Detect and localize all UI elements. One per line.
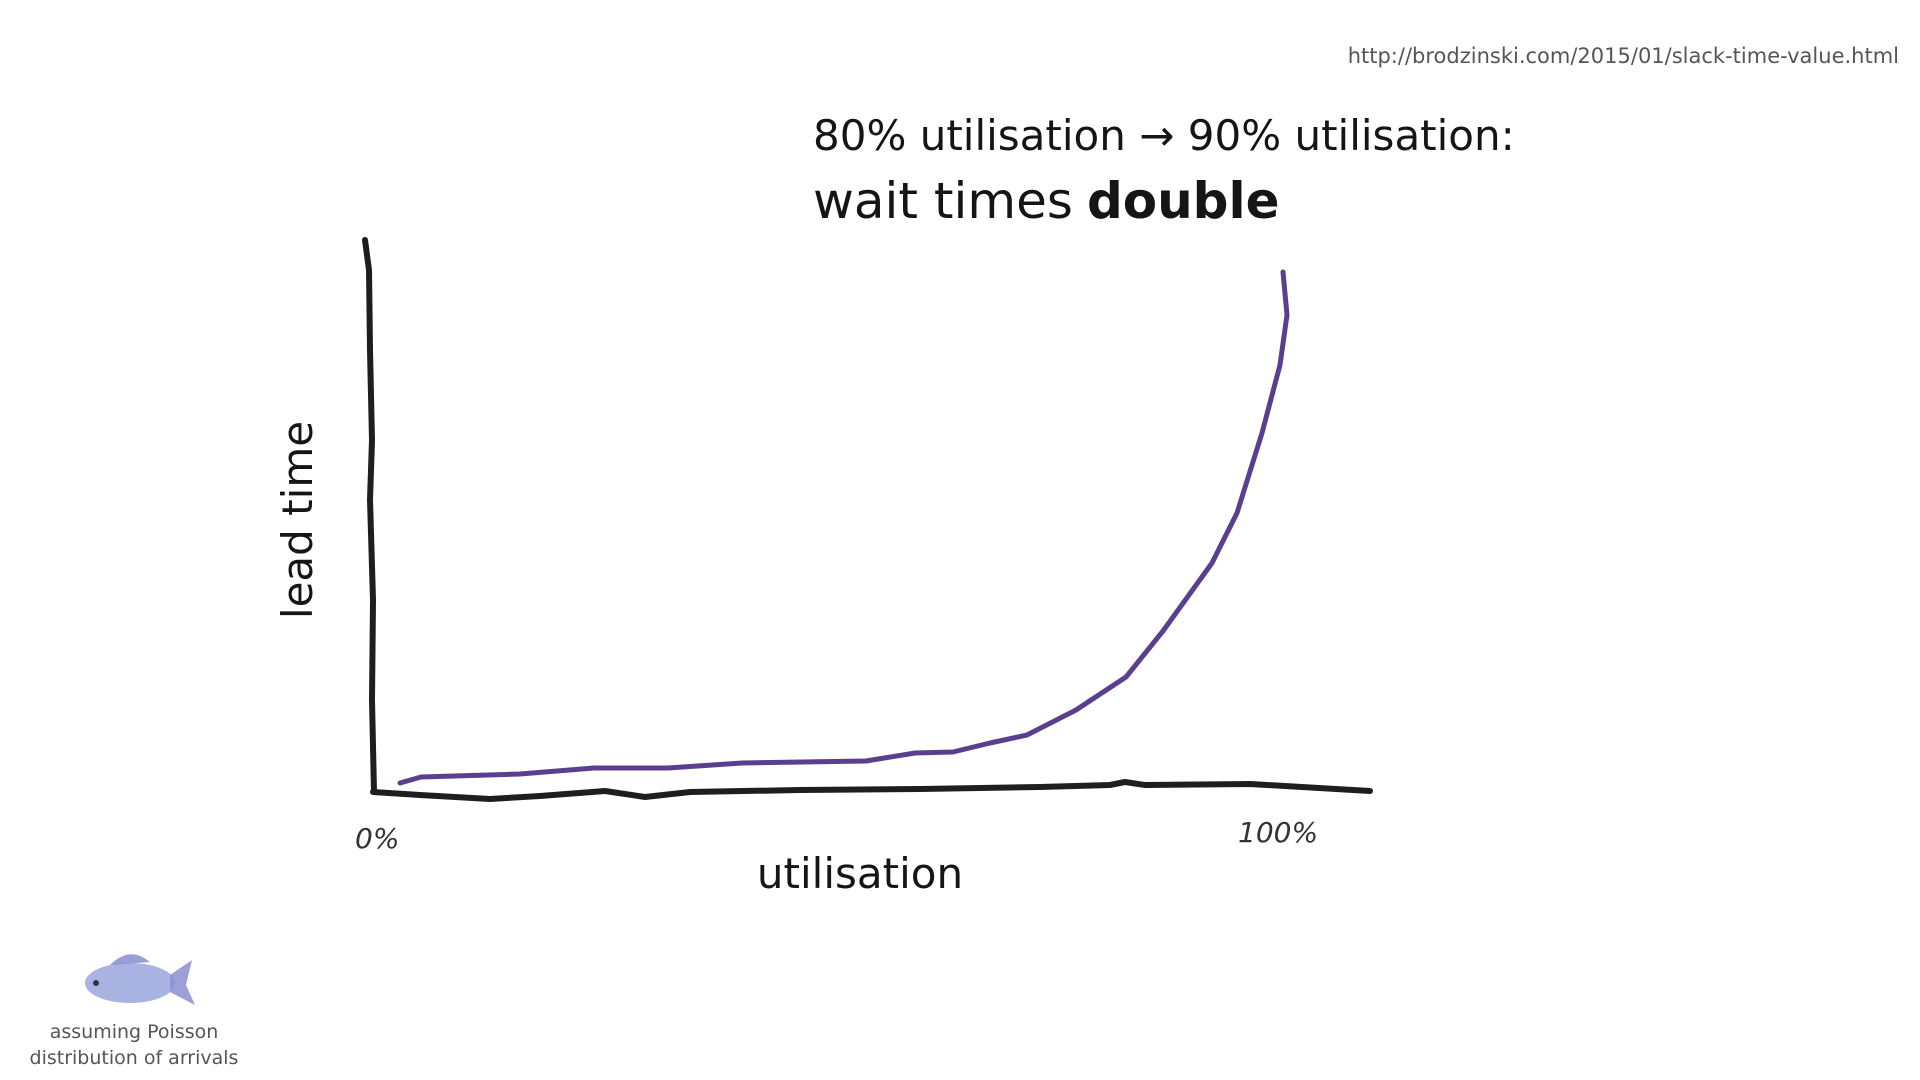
sketch bbox=[362, 237, 1373, 802]
title-line: wait times double bbox=[813, 172, 1280, 230]
x-label: utilisation bbox=[757, 849, 963, 898]
x-axis bbox=[370, 779, 1373, 802]
title-text: wait times bbox=[813, 172, 1073, 230]
x-start-label: 0% bbox=[355, 822, 399, 855]
fish-icon bbox=[85, 954, 195, 1005]
x-end-label: 100% bbox=[1238, 816, 1318, 849]
footnote-line: assuming Poisson bbox=[50, 1021, 219, 1043]
title-emphasis: double bbox=[1087, 172, 1280, 230]
y-label: lead time bbox=[273, 421, 322, 619]
source-url: http://brodzinski.com/2015/01/slack-time… bbox=[1348, 44, 1899, 68]
curve bbox=[397, 269, 1290, 786]
title-line: 80% utilisation → 90% utilisation: bbox=[813, 111, 1515, 160]
y-axis bbox=[362, 237, 377, 795]
footnote-line: distribution of arrivals bbox=[30, 1047, 239, 1069]
